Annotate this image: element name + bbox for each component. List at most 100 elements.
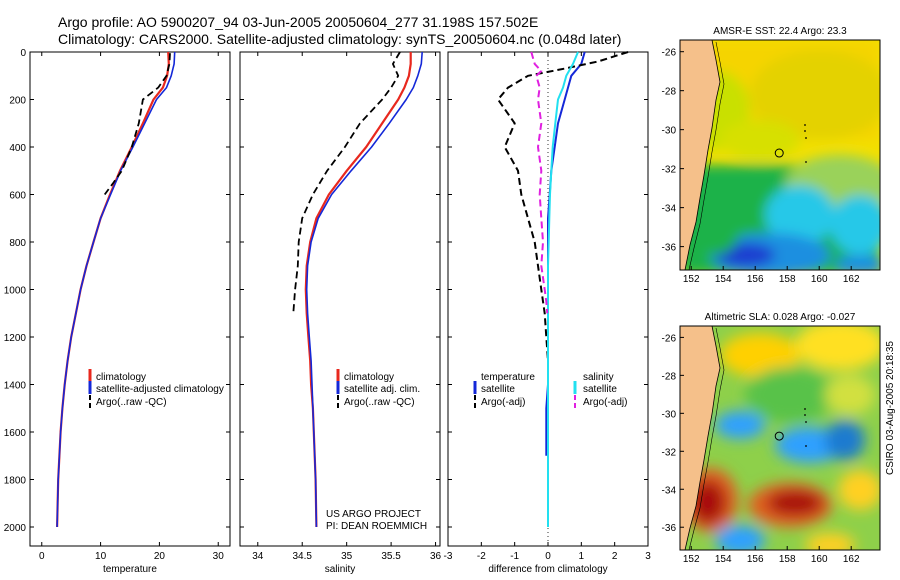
y-tick-label: 0 xyxy=(20,48,26,59)
series-difference-salinity-satellite xyxy=(547,51,579,527)
x-tick-label: -3 xyxy=(444,551,453,562)
map-y-tick-label: -36 xyxy=(662,243,677,254)
map-x-tick-label: 156 xyxy=(747,274,764,285)
salinity-xlabel: salinity xyxy=(325,564,356,575)
sst-map xyxy=(680,40,880,270)
map-y-tick-label: -26 xyxy=(662,333,677,344)
series-temperature-argo xyxy=(103,53,171,196)
series-difference-salinity-argo xyxy=(530,51,549,314)
salinity-legend: climatology satellite adj. clim. Argo(..… xyxy=(336,369,420,408)
map-x-tick-label: 162 xyxy=(843,274,860,285)
y-tick-label: 1000 xyxy=(4,286,27,297)
argo-float-marker xyxy=(774,148,784,158)
series-temperature-climatology xyxy=(56,51,170,528)
map-y-tick-label: -30 xyxy=(662,126,677,137)
figure-title-line1: Argo profile: AO 5900207_94 03-Jun-2005 … xyxy=(58,14,538,30)
series-salinity-satellite xyxy=(305,51,423,528)
diff-legend-sal-satellite: satellite xyxy=(583,384,617,395)
map-x-tick-label: 158 xyxy=(779,274,796,285)
map-x-tick-label: 154 xyxy=(715,554,732,565)
x-tick-label: 0 xyxy=(545,551,551,562)
diff-legend-salinity-heading: salinity xyxy=(583,372,614,383)
map-y-tick-label: -36 xyxy=(662,523,677,534)
map-y-tick-label: -34 xyxy=(662,204,677,215)
x-tick-label: 1 xyxy=(579,551,585,562)
diff-legend-sal-argo: Argo(-adj) xyxy=(583,397,627,408)
diff-legend-temp-argo: Argo(-adj) xyxy=(481,397,525,408)
diff-legend-temp-satellite: satellite xyxy=(481,384,515,395)
x-tick-label: 34 xyxy=(252,551,264,562)
map-x-tick-label: 160 xyxy=(811,554,828,565)
difference-legend: temperature satellite Argo(-adj) salinit… xyxy=(473,372,627,408)
legend-argo: Argo(..raw -QC) xyxy=(96,397,167,408)
x-tick-label: 36 xyxy=(430,551,442,562)
legend-climatology: climatology xyxy=(96,372,146,383)
x-tick-label: 20 xyxy=(154,551,166,562)
timestamp-stamp: CSIRO 03-Aug-2005 20:18:35 xyxy=(885,341,896,475)
map-y-tick-label: -28 xyxy=(662,371,677,382)
australia-land xyxy=(680,40,721,270)
y-tick-label: 1400 xyxy=(4,381,27,392)
x-tick-label: 35 xyxy=(341,551,353,562)
map-y-tick-label: -26 xyxy=(662,48,677,59)
x-tick-label: 2 xyxy=(612,551,618,562)
y-tick-label: 1600 xyxy=(4,428,27,439)
profile-lines xyxy=(56,51,629,546)
credit-line1: US ARGO PROJECT xyxy=(326,509,421,520)
legend-satellite-adjusted: satellite-adjusted climatology xyxy=(96,384,224,395)
map-x-tick-label: 152 xyxy=(683,274,700,285)
x-tick-label: 34.5 xyxy=(292,551,312,562)
y-tick-label: 1200 xyxy=(4,333,27,344)
sst-map-title: AMSR-E SST: 22.4 Argo: 23.3 xyxy=(713,26,847,37)
sla-map xyxy=(680,326,880,550)
y-tick-label: 200 xyxy=(9,96,26,107)
sal-legend-satellite: satellite adj. clim. xyxy=(344,384,420,395)
x-tick-label: -2 xyxy=(477,551,486,562)
y-tick-label: 400 xyxy=(9,143,26,154)
x-tick-label: 30 xyxy=(213,551,225,562)
difference-xlabel: difference from climatology xyxy=(488,564,607,575)
map-x-tick-label: 160 xyxy=(811,274,828,285)
temperature-xlabel: temperature xyxy=(103,564,157,575)
y-tick-label: 600 xyxy=(9,191,26,202)
credit-line2: PI: DEAN ROEMMICH xyxy=(326,521,427,532)
series-temperature-satellite xyxy=(56,51,176,528)
x-tick-label: 35.5 xyxy=(381,551,401,562)
australia-land-sla xyxy=(680,326,721,550)
temperature-legend: climatology satellite-adjusted climatolo… xyxy=(88,369,224,408)
map-x-tick-label: 162 xyxy=(843,554,860,565)
sst-map-frame xyxy=(679,39,881,271)
sla-map-frame xyxy=(679,325,881,551)
sst-map-axes: 152 154 156 158 160 162 -26 -28 -30 -32 -34 -36 xyxy=(662,48,860,285)
y-tick-label: 1800 xyxy=(4,476,27,487)
axis-ticks: 0 10 20 30020040060080010001200140016001800… xyxy=(4,48,651,562)
sla-map-axes: 152 154 156 158 160 162 -26 -28 -30 -32 -34 -36 xyxy=(662,333,860,565)
map-y-tick-label: -32 xyxy=(662,447,677,458)
y-tick-label: 2000 xyxy=(4,523,27,534)
sal-legend-climatology: climatology xyxy=(344,372,394,383)
x-tick-label: 3 xyxy=(645,551,651,562)
map-x-tick-label: 158 xyxy=(779,554,796,565)
map-x-tick-label: 152 xyxy=(683,554,700,565)
argo-float-marker xyxy=(774,431,784,441)
y-tick-label: 800 xyxy=(9,238,26,249)
series-salinity-climatology xyxy=(304,52,412,528)
sal-legend-argo: Argo(..raw -QC) xyxy=(344,397,415,408)
x-tick-label: -1 xyxy=(510,551,519,562)
x-tick-label: 10 xyxy=(95,551,107,562)
map-y-tick-label: -30 xyxy=(662,409,677,420)
figure-title-line2: Climatology: CARS2000. Satellite-adjuste… xyxy=(58,31,621,47)
diff-legend-temperature-heading: temperature xyxy=(481,372,535,383)
sla-map-title: Altimetric SLA: 0.028 Argo: -0.027 xyxy=(705,312,856,323)
series-salinity-argo xyxy=(292,51,401,314)
map-x-tick-label: 154 xyxy=(715,274,732,285)
salinity-panel-frame xyxy=(239,51,441,547)
series-difference-temperature-satellite xyxy=(545,51,586,456)
series-difference-temperature-argo xyxy=(497,51,629,361)
map-x-tick-label: 156 xyxy=(747,554,764,565)
map-y-tick-label: -34 xyxy=(662,485,677,496)
temperature-panel-frame xyxy=(29,51,231,547)
map-y-tick-label: -32 xyxy=(662,165,677,176)
x-tick-label: 0 xyxy=(39,551,45,562)
